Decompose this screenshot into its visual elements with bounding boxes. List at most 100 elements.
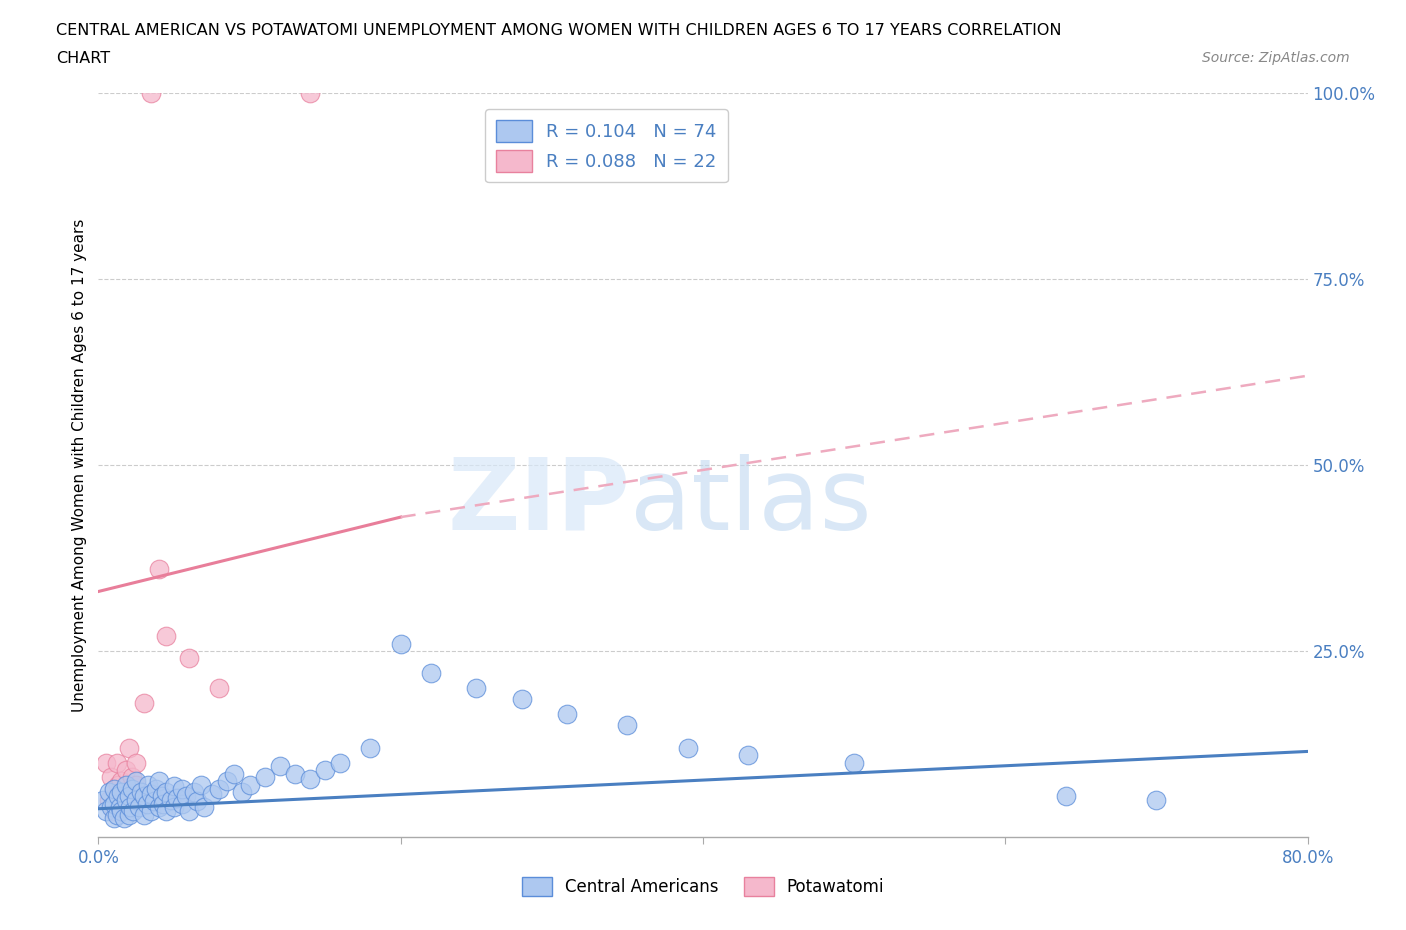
Point bbox=[135, 796, 157, 811]
Point bbox=[193, 800, 215, 815]
Point bbox=[190, 777, 212, 792]
Point bbox=[148, 800, 170, 815]
Point bbox=[155, 629, 177, 644]
Point bbox=[121, 770, 143, 785]
Point bbox=[269, 759, 291, 774]
Point bbox=[737, 748, 759, 763]
Point bbox=[103, 781, 125, 796]
Point bbox=[103, 804, 125, 818]
Point bbox=[148, 562, 170, 577]
Point bbox=[299, 772, 322, 787]
Text: CHART: CHART bbox=[56, 51, 110, 66]
Point bbox=[125, 774, 148, 789]
Point bbox=[179, 651, 201, 666]
Point bbox=[91, 792, 114, 807]
Text: atlas: atlas bbox=[630, 454, 872, 551]
Point bbox=[118, 807, 141, 822]
Y-axis label: Unemployment Among Women with Children Ages 6 to 17 years: Unemployment Among Women with Children A… bbox=[72, 219, 87, 711]
Point bbox=[174, 789, 197, 804]
Point bbox=[105, 755, 128, 770]
Point bbox=[114, 777, 136, 792]
Point bbox=[105, 807, 128, 822]
Text: ZIP: ZIP bbox=[447, 454, 630, 551]
Point bbox=[128, 800, 150, 815]
Point bbox=[253, 770, 276, 785]
Text: Source: ZipAtlas.com: Source: ZipAtlas.com bbox=[1202, 51, 1350, 65]
Point bbox=[844, 755, 866, 770]
Point bbox=[120, 800, 142, 815]
Point bbox=[170, 796, 193, 811]
Point bbox=[110, 796, 132, 811]
Point bbox=[98, 792, 121, 807]
Point bbox=[136, 777, 159, 792]
Point bbox=[103, 796, 125, 811]
Point bbox=[110, 774, 132, 789]
Point bbox=[231, 785, 253, 800]
Point bbox=[122, 804, 145, 818]
Point bbox=[141, 787, 163, 802]
Text: CENTRAL AMERICAN VS POTAWATOMI UNEMPLOYMENT AMONG WOMEN WITH CHILDREN AGES 6 TO : CENTRAL AMERICAN VS POTAWATOMI UNEMPLOYM… bbox=[56, 23, 1062, 38]
Point bbox=[107, 789, 129, 804]
Point bbox=[1144, 792, 1167, 807]
Point bbox=[676, 740, 699, 755]
Point bbox=[100, 770, 122, 785]
Point bbox=[129, 785, 152, 800]
Point bbox=[98, 785, 121, 800]
Point bbox=[163, 800, 186, 815]
Point bbox=[125, 792, 148, 807]
Point bbox=[299, 86, 322, 100]
Point bbox=[155, 785, 177, 800]
Point bbox=[110, 804, 132, 818]
Point bbox=[118, 740, 141, 755]
Point bbox=[107, 777, 129, 792]
Point bbox=[94, 804, 117, 818]
Point bbox=[215, 774, 238, 789]
Point bbox=[141, 86, 163, 100]
Point bbox=[314, 763, 336, 777]
Point bbox=[420, 666, 443, 681]
Point bbox=[155, 804, 177, 818]
Point bbox=[132, 789, 155, 804]
Point bbox=[145, 781, 167, 796]
Point bbox=[186, 794, 208, 809]
Point bbox=[170, 781, 193, 796]
Point bbox=[510, 692, 533, 707]
Point bbox=[132, 696, 155, 711]
Point bbox=[103, 811, 125, 826]
Point bbox=[208, 781, 231, 796]
Point bbox=[329, 755, 352, 770]
Point bbox=[239, 777, 262, 792]
Point bbox=[110, 785, 132, 800]
Point bbox=[100, 800, 122, 815]
Point bbox=[118, 785, 141, 800]
Point bbox=[150, 789, 173, 804]
Point bbox=[152, 796, 174, 811]
Point bbox=[160, 792, 183, 807]
Point bbox=[118, 789, 141, 804]
Point bbox=[112, 811, 135, 826]
Point bbox=[465, 681, 488, 696]
Point bbox=[389, 636, 412, 651]
Legend: Central Americans, Potawatomi: Central Americans, Potawatomi bbox=[515, 870, 891, 903]
Point bbox=[103, 781, 125, 796]
Point bbox=[616, 718, 638, 733]
Point bbox=[132, 807, 155, 822]
Point bbox=[114, 763, 136, 777]
Point bbox=[94, 755, 117, 770]
Point bbox=[121, 781, 143, 796]
Point bbox=[108, 800, 131, 815]
Point bbox=[125, 777, 148, 792]
Point bbox=[1054, 789, 1077, 804]
Point bbox=[179, 804, 201, 818]
Point bbox=[166, 790, 188, 805]
Point bbox=[163, 779, 186, 794]
Point bbox=[141, 804, 163, 818]
Point bbox=[143, 794, 166, 809]
Point bbox=[284, 766, 307, 781]
Point bbox=[201, 787, 224, 802]
Point bbox=[224, 766, 246, 781]
Point bbox=[208, 681, 231, 696]
Point bbox=[360, 740, 382, 755]
Point bbox=[555, 707, 578, 722]
Point bbox=[183, 785, 205, 800]
